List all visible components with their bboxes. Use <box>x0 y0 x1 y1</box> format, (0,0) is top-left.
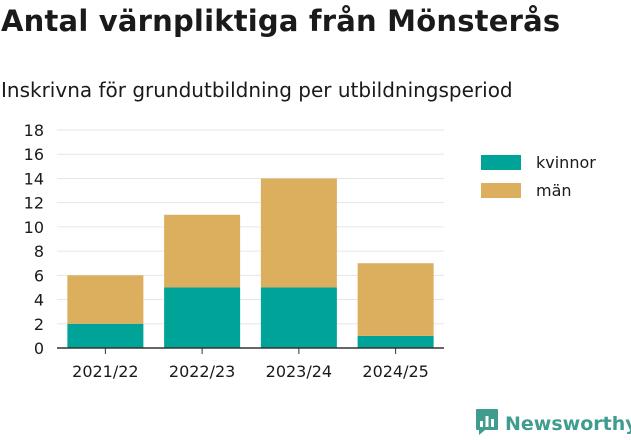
bar-man-2021-22 <box>67 275 144 324</box>
bars <box>67 178 434 348</box>
y-tick-label: 2 <box>34 315 44 334</box>
chart-subtitle: Inskrivna för grundutbildning per utbild… <box>1 78 513 102</box>
bar-man-2023-24 <box>260 178 337 288</box>
y-tick-label: 0 <box>34 339 44 358</box>
brand-logo: Newsworthy <box>475 408 631 440</box>
legend-swatch-kvinnor <box>481 154 521 170</box>
bar-kvinnor-2021-22 <box>67 323 144 348</box>
y-tick-label: 18 <box>24 121 44 140</box>
y-tick-label: 14 <box>24 169 44 188</box>
bar-kvinnor-2023-24 <box>260 287 337 348</box>
y-axis-ticks: 0 2 4 6 8 10 12 14 16 18 <box>24 121 44 358</box>
brand-name: Newsworthy <box>505 413 631 435</box>
legend-label-kvinnor: kvinnor <box>536 152 596 172</box>
y-tick-label: 8 <box>34 242 44 261</box>
y-tick-label: 6 <box>34 266 44 285</box>
x-tick-label: 2021/22 <box>72 362 138 381</box>
chart-title: Antal värnpliktiga från Mönsterås <box>1 4 561 38</box>
legend-item-kvinnor: kvinnor <box>481 148 596 176</box>
y-tick-label: 12 <box>24 194 44 213</box>
bar-kvinnor-2022-23 <box>164 287 241 348</box>
y-tick-label: 4 <box>34 291 44 310</box>
legend-label-man: män <box>536 180 572 200</box>
bar-man-2022-23 <box>164 214 241 288</box>
bar-man-2024-25 <box>357 263 434 336</box>
legend: kvinnor män <box>481 148 596 204</box>
legend-item-man: män <box>481 176 596 204</box>
x-axis-ticks: 2021/22 2022/23 2023/24 2024/25 <box>72 348 429 381</box>
y-tick-label: 10 <box>24 218 44 237</box>
y-tick-label: 16 <box>24 145 44 164</box>
x-tick-label: 2022/23 <box>169 362 235 381</box>
x-tick-label: 2024/25 <box>362 362 428 381</box>
legend-swatch-man <box>481 182 521 198</box>
x-tick-label: 2023/24 <box>266 362 332 381</box>
bar-kvinnor-2024-25 <box>357 335 434 348</box>
gridlines <box>57 129 444 325</box>
bar-chart-speech-bubble-icon <box>475 408 499 440</box>
